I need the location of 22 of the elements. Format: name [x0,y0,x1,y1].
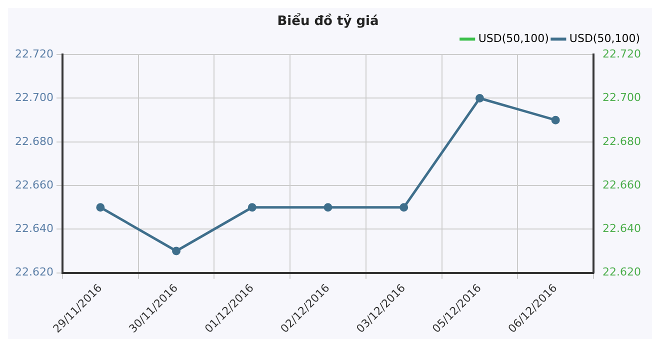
legend-label: USD(50,100) [569,32,640,45]
point [172,246,181,256]
y-tick-label: 22.640 [14,222,54,236]
y2-tick-label: 22.700 [602,91,642,104]
y2-tick-label: 22.720 [602,47,642,60]
point [324,203,332,212]
point [551,116,560,124]
y-tick-label: 22.720 [14,47,54,60]
y-tick-label: 22.700 [14,91,54,104]
y2-tick-label: 22.680 [602,134,642,148]
chart-title: Biểu đồ tỷ giá [277,13,379,30]
y-tick-label: 22.620 [14,266,54,279]
legend-label: USD(50,100) [478,32,549,45]
y-tick-label: 22.660 [14,178,54,192]
y2-tick-label: 22.640 [602,222,642,236]
y2-tick-label: 22.660 [602,178,642,192]
y2-tick-label: 22.620 [602,266,642,279]
y-tick-label: 22.680 [14,134,54,148]
point [475,94,484,102]
point [248,203,256,212]
point [96,203,105,212]
point [400,203,408,212]
